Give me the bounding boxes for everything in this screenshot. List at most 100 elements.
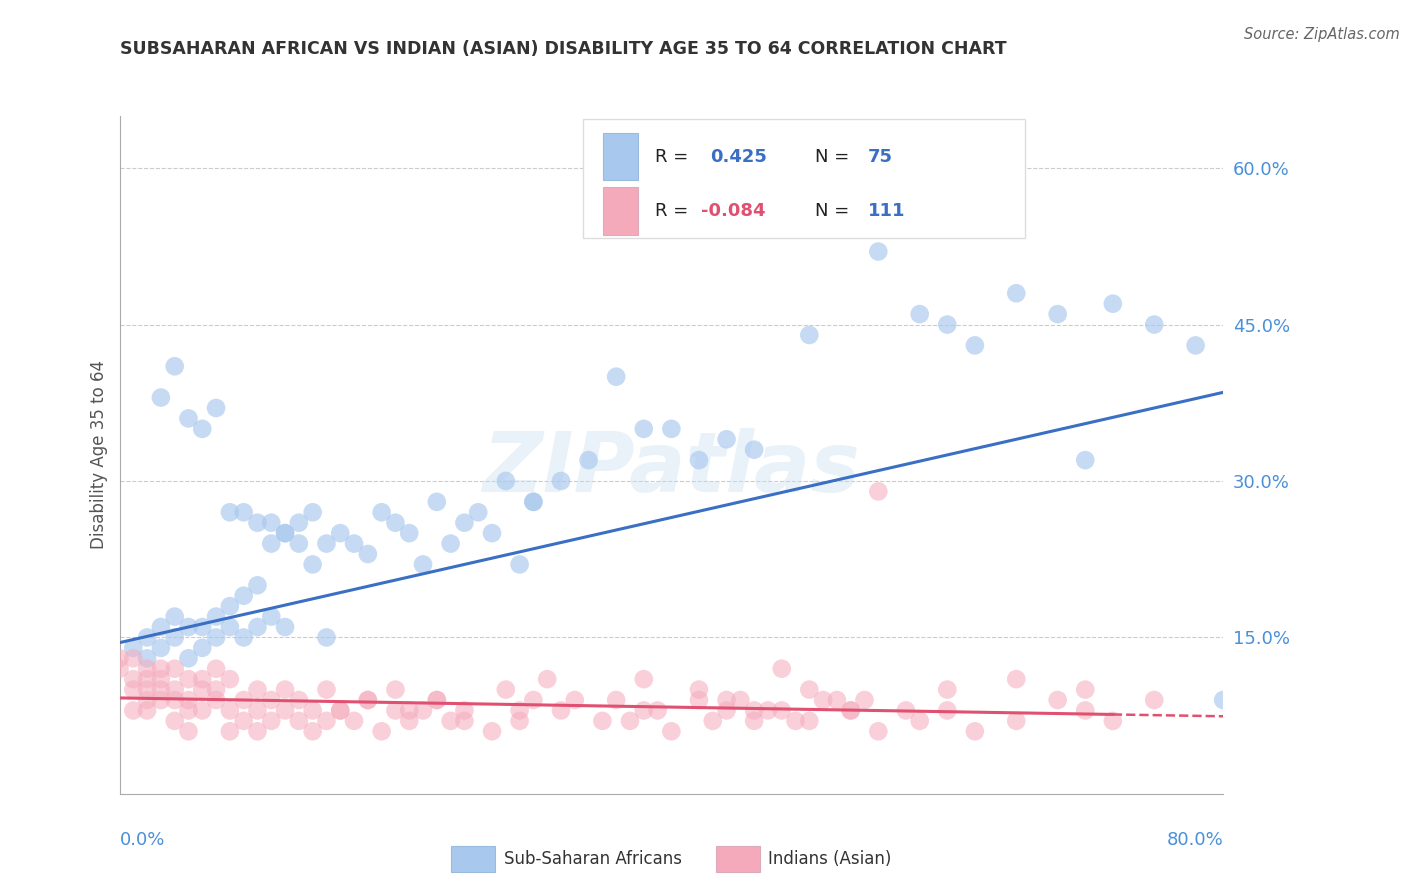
Point bbox=[205, 693, 228, 707]
Bar bbox=[603, 187, 638, 235]
Point bbox=[108, 651, 131, 665]
Point bbox=[205, 609, 228, 624]
Point bbox=[467, 505, 489, 519]
Point bbox=[136, 672, 159, 686]
Point bbox=[163, 662, 186, 676]
Point bbox=[453, 516, 475, 530]
Point bbox=[205, 682, 228, 697]
Point bbox=[122, 672, 145, 686]
Point bbox=[661, 422, 683, 436]
Point bbox=[108, 662, 131, 676]
Point bbox=[481, 724, 503, 739]
Point bbox=[688, 453, 710, 467]
Point bbox=[149, 391, 172, 405]
Point bbox=[136, 693, 159, 707]
Point bbox=[177, 672, 200, 686]
Point bbox=[730, 693, 752, 707]
Point bbox=[136, 682, 159, 697]
Text: 0.0%: 0.0% bbox=[120, 831, 165, 849]
Point bbox=[246, 516, 269, 530]
Point bbox=[716, 703, 738, 717]
Point bbox=[274, 526, 297, 541]
Point bbox=[1046, 307, 1069, 321]
Point bbox=[936, 682, 959, 697]
Point bbox=[329, 526, 352, 541]
Point bbox=[591, 714, 613, 728]
Point bbox=[357, 693, 380, 707]
Point bbox=[246, 703, 269, 717]
Point bbox=[232, 589, 254, 603]
Point bbox=[908, 307, 931, 321]
Point bbox=[260, 536, 283, 550]
Point bbox=[163, 693, 186, 707]
Point bbox=[315, 682, 337, 697]
Point bbox=[770, 662, 793, 676]
Point bbox=[522, 495, 544, 509]
Point bbox=[839, 703, 862, 717]
Point bbox=[191, 672, 214, 686]
Point bbox=[301, 505, 323, 519]
Point bbox=[1184, 338, 1206, 352]
Point bbox=[495, 474, 517, 488]
Bar bbox=[716, 847, 759, 871]
Point bbox=[315, 631, 337, 645]
Point bbox=[315, 714, 337, 728]
Bar bbox=[603, 133, 638, 180]
Point bbox=[426, 693, 449, 707]
Point bbox=[1212, 693, 1234, 707]
Point bbox=[742, 714, 765, 728]
Point bbox=[136, 703, 159, 717]
Point bbox=[246, 682, 269, 697]
Point bbox=[742, 703, 765, 717]
Point bbox=[343, 714, 366, 728]
Point bbox=[260, 693, 283, 707]
Point bbox=[894, 703, 917, 717]
Point bbox=[426, 495, 449, 509]
Point bbox=[191, 703, 214, 717]
Point bbox=[702, 714, 724, 728]
Point bbox=[329, 703, 352, 717]
Point bbox=[1102, 296, 1125, 310]
Point bbox=[811, 693, 834, 707]
Point bbox=[509, 703, 531, 717]
Point bbox=[785, 714, 807, 728]
Point bbox=[274, 682, 297, 697]
Point bbox=[868, 724, 890, 739]
Point bbox=[288, 714, 311, 728]
Point bbox=[288, 693, 311, 707]
Point bbox=[370, 724, 392, 739]
Point bbox=[716, 693, 738, 707]
Point bbox=[232, 631, 254, 645]
Point bbox=[384, 516, 406, 530]
Point bbox=[122, 682, 145, 697]
Point bbox=[564, 693, 586, 707]
Text: 75: 75 bbox=[868, 148, 893, 166]
Point bbox=[219, 505, 242, 519]
Point bbox=[177, 693, 200, 707]
Point bbox=[1005, 286, 1028, 301]
Point bbox=[191, 640, 214, 655]
Point bbox=[219, 724, 242, 739]
Point bbox=[357, 693, 380, 707]
Point bbox=[122, 703, 145, 717]
Text: 111: 111 bbox=[868, 202, 905, 219]
Point bbox=[799, 682, 821, 697]
Point bbox=[1143, 693, 1166, 707]
FancyBboxPatch shape bbox=[583, 120, 1025, 238]
Point bbox=[177, 620, 200, 634]
Point bbox=[522, 495, 544, 509]
Point bbox=[509, 558, 531, 572]
Point bbox=[963, 724, 986, 739]
Text: R =: R = bbox=[655, 202, 693, 219]
Point bbox=[136, 631, 159, 645]
Point bbox=[191, 682, 214, 697]
Point bbox=[1102, 714, 1125, 728]
Point bbox=[550, 703, 572, 717]
Point bbox=[453, 714, 475, 728]
Text: R =: R = bbox=[655, 148, 693, 166]
Bar bbox=[450, 847, 495, 871]
Point bbox=[550, 474, 572, 488]
Point bbox=[439, 714, 461, 728]
Point bbox=[163, 359, 186, 374]
Point bbox=[177, 724, 200, 739]
